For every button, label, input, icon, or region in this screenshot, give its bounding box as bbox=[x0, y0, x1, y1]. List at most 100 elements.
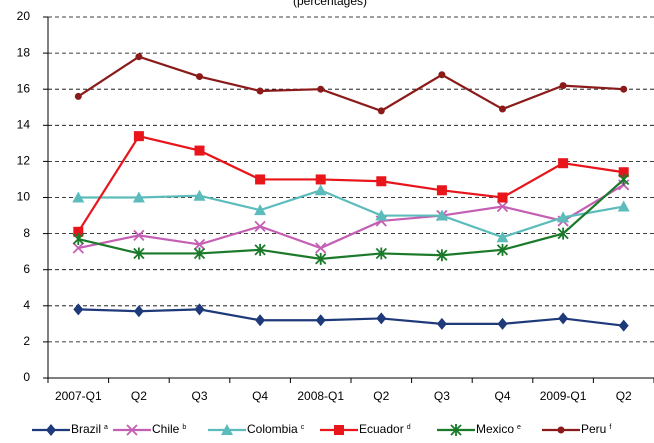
legend-footnote: d bbox=[407, 424, 411, 431]
x-tick-label: Q4 bbox=[252, 389, 268, 403]
marker bbox=[375, 209, 388, 221]
y-tick-label: 18 bbox=[17, 45, 31, 59]
marker bbox=[377, 107, 385, 115]
marker bbox=[74, 92, 82, 100]
x-tick-label: 2007-Q1 bbox=[55, 389, 102, 403]
marker bbox=[315, 174, 326, 185]
marker bbox=[557, 211, 570, 223]
marker bbox=[254, 220, 266, 233]
marker bbox=[497, 317, 508, 330]
marker bbox=[221, 424, 233, 435]
series-line bbox=[77, 134, 624, 233]
marker bbox=[496, 243, 509, 256]
x-tick-label: Q2 bbox=[373, 389, 389, 403]
marker bbox=[315, 252, 327, 265]
y-tick-label: 10 bbox=[17, 190, 31, 204]
marker bbox=[314, 184, 327, 196]
marker bbox=[497, 192, 508, 203]
marker bbox=[73, 226, 84, 237]
marker bbox=[334, 425, 344, 435]
marker bbox=[436, 317, 447, 330]
legend-label: Mexico bbox=[476, 422, 514, 436]
marker bbox=[73, 303, 84, 316]
y-tick-label: 6 bbox=[23, 262, 30, 276]
marker bbox=[559, 82, 567, 90]
marker bbox=[617, 200, 630, 212]
marker bbox=[558, 312, 569, 325]
series-line bbox=[78, 189, 624, 239]
marker bbox=[450, 424, 462, 436]
x-tick-label: 2009-Q1 bbox=[540, 389, 587, 403]
legend-label: Peru bbox=[581, 422, 606, 436]
marker bbox=[255, 314, 266, 327]
series-line bbox=[78, 183, 625, 250]
legend-label: Chile bbox=[152, 422, 180, 436]
legend-label: Colombia bbox=[247, 422, 298, 436]
marker bbox=[72, 191, 85, 203]
marker bbox=[436, 185, 447, 196]
marker bbox=[135, 53, 143, 61]
marker bbox=[438, 71, 446, 79]
marker bbox=[254, 243, 266, 256]
legend-footnote: e bbox=[517, 424, 521, 431]
marker bbox=[72, 242, 84, 254]
marker bbox=[126, 424, 138, 436]
legend-footnote: b bbox=[182, 424, 186, 431]
marker bbox=[193, 247, 206, 260]
marker bbox=[315, 242, 327, 254]
y-tick-label: 20 bbox=[17, 9, 31, 23]
x-tick-label: Q3 bbox=[191, 389, 207, 403]
marker bbox=[193, 189, 206, 201]
marker bbox=[435, 209, 448, 221]
marker bbox=[46, 424, 56, 436]
marker bbox=[496, 200, 509, 213]
x-tick-label: Q2 bbox=[616, 389, 632, 403]
marker bbox=[72, 233, 84, 246]
marker bbox=[376, 176, 387, 187]
x-tick-label: Q3 bbox=[434, 389, 450, 403]
marker bbox=[194, 145, 205, 156]
series-line bbox=[78, 178, 625, 260]
legend-footnote: c bbox=[301, 424, 305, 431]
marker bbox=[132, 191, 145, 203]
legend-label: Brazil bbox=[71, 422, 101, 436]
marker bbox=[618, 167, 629, 178]
y-tick-label: 2 bbox=[23, 334, 30, 348]
legend-footnote: f bbox=[609, 424, 611, 431]
marker bbox=[256, 87, 264, 95]
marker bbox=[375, 247, 387, 260]
marker bbox=[436, 249, 448, 262]
marker bbox=[315, 314, 326, 327]
marker bbox=[496, 231, 509, 243]
marker bbox=[196, 73, 203, 81]
y-tick-label: 12 bbox=[17, 154, 31, 168]
marker bbox=[254, 204, 267, 216]
y-tick-label: 14 bbox=[17, 117, 31, 131]
marker bbox=[317, 85, 325, 93]
x-tick-label: Q4 bbox=[494, 389, 510, 403]
marker bbox=[193, 238, 206, 251]
marker bbox=[376, 312, 387, 325]
marker bbox=[255, 174, 266, 185]
marker bbox=[558, 158, 569, 169]
series-line bbox=[77, 55, 624, 113]
marker bbox=[194, 303, 205, 316]
marker bbox=[618, 319, 629, 332]
legend-footnote: a bbox=[104, 424, 108, 431]
marker bbox=[499, 105, 506, 113]
chart-title: (percentages) bbox=[293, 0, 367, 8]
marker bbox=[620, 85, 628, 93]
marker bbox=[133, 247, 145, 260]
marker bbox=[133, 305, 144, 318]
marker bbox=[133, 131, 144, 142]
x-tick-label: Q2 bbox=[131, 389, 147, 403]
marker bbox=[557, 227, 569, 240]
series-line bbox=[78, 308, 624, 327]
marker bbox=[557, 426, 565, 434]
x-tick-label: 2008-Q1 bbox=[297, 389, 344, 403]
legend-label: Ecuador bbox=[359, 422, 404, 436]
y-tick-label: 8 bbox=[23, 226, 30, 240]
y-tick-label: 0 bbox=[23, 370, 30, 384]
y-tick-label: 16 bbox=[17, 81, 31, 95]
